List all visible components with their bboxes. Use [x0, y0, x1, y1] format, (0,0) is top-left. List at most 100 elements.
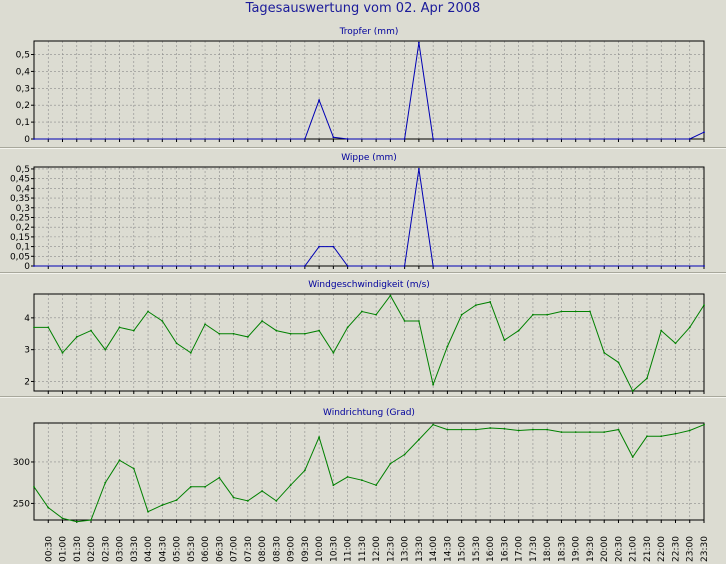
data-point — [118, 459, 121, 462]
data-point — [631, 456, 634, 458]
data-point — [560, 431, 563, 434]
data-point — [303, 138, 306, 140]
x-tick-label: 12:30 — [386, 536, 396, 562]
data-point — [475, 428, 477, 431]
data-point — [460, 428, 463, 431]
y-tick-label: 0 — [24, 262, 30, 272]
data-point — [318, 436, 321, 438]
data-point — [218, 476, 221, 479]
data-point — [560, 310, 563, 313]
data-point — [617, 361, 620, 364]
data-point — [446, 428, 449, 431]
data-point — [261, 320, 263, 322]
data-point — [703, 423, 705, 426]
data-point — [660, 329, 663, 332]
data-point — [132, 467, 135, 470]
data-point — [432, 138, 435, 140]
x-tick-label: 14:30 — [443, 536, 453, 562]
data-point — [674, 342, 677, 345]
data-point — [446, 345, 449, 348]
data-point — [261, 490, 263, 492]
y-tick-label: 0,4 — [16, 184, 31, 194]
x-tick-label: 23:30 — [700, 536, 710, 562]
panel-title: Wippe (mm) — [341, 153, 397, 163]
data-point — [403, 265, 406, 267]
x-tick-label: 02:30 — [101, 536, 111, 562]
data-point — [375, 313, 378, 316]
data-point — [47, 326, 50, 329]
x-tick-label: 07:00 — [230, 536, 240, 562]
y-tick-label: 0,45 — [10, 175, 30, 185]
data-point — [603, 431, 606, 434]
y-tick-label: 0,4 — [16, 67, 31, 77]
data-point — [360, 479, 363, 482]
x-tick-label: 20:00 — [600, 536, 610, 562]
y-tick-label: 0,25 — [10, 213, 30, 223]
data-point — [417, 438, 420, 441]
x-tick-label: 19:00 — [572, 536, 582, 562]
series-line — [34, 294, 705, 392]
data-point — [688, 429, 691, 432]
data-point — [33, 265, 35, 267]
x-tick-label: 21:30 — [643, 536, 653, 562]
x-tick-label: 13:30 — [415, 536, 425, 562]
x-tick-label: 06:30 — [215, 536, 225, 562]
data-point — [703, 304, 705, 307]
y-tick-label: 0,2 — [16, 101, 30, 111]
data-point — [617, 428, 620, 431]
data-point — [33, 326, 35, 329]
data-point — [646, 377, 648, 380]
x-tick-label: 22:00 — [657, 536, 667, 562]
data-point — [318, 329, 321, 332]
data-point — [375, 484, 378, 487]
panel-title: Tropfer (mm) — [339, 27, 399, 37]
data-point — [417, 168, 420, 170]
data-point — [246, 336, 249, 338]
x-tick-label: 04:00 — [144, 536, 154, 562]
y-tick-label: 0,35 — [10, 194, 30, 204]
main-title: Tagesauswertung vom 02. Apr 2008 — [245, 1, 481, 16]
series-line — [33, 424, 705, 523]
y-tick-label: 0,3 — [16, 204, 30, 214]
data-point — [61, 517, 64, 520]
data-point — [631, 390, 634, 392]
data-point — [346, 138, 349, 140]
data-point — [332, 245, 335, 248]
x-tick-label: 08:00 — [258, 536, 268, 562]
y-tick-label: 0 — [24, 135, 30, 145]
data-point — [646, 435, 648, 438]
data-point — [147, 310, 149, 313]
series-line — [34, 42, 705, 140]
x-tick-label: 18:30 — [557, 536, 567, 562]
x-tick-label: 11:30 — [358, 536, 368, 562]
data-point — [574, 431, 577, 434]
data-point — [161, 504, 164, 506]
data-point — [218, 332, 221, 335]
data-point — [132, 329, 135, 332]
data-point — [232, 332, 235, 335]
data-point — [489, 301, 492, 303]
plot-frame — [33, 422, 705, 521]
y-tick-label: 250 — [13, 499, 30, 509]
data-point — [275, 500, 278, 502]
x-tick-label: 21:00 — [629, 536, 639, 562]
y-tick-label: 3 — [24, 346, 30, 356]
data-point — [33, 138, 35, 140]
y-tick-label: 2 — [24, 377, 30, 387]
x-tick-label: 16:00 — [486, 536, 496, 562]
panel-divider — [0, 396, 726, 398]
x-tick-label: 11:00 — [344, 536, 354, 562]
data-point — [532, 313, 534, 316]
data-point — [47, 506, 50, 509]
data-point — [660, 435, 663, 438]
data-point — [475, 304, 477, 307]
data-point — [403, 138, 406, 140]
data-point — [318, 245, 321, 248]
x-tick-label: 12:00 — [372, 536, 382, 562]
y-tick-label: 4 — [24, 314, 30, 324]
data-point — [275, 329, 278, 332]
x-tick-label: 13:00 — [401, 536, 411, 562]
data-point — [175, 342, 178, 345]
data-point — [303, 469, 306, 472]
x-tick-label: 18:00 — [543, 536, 553, 562]
